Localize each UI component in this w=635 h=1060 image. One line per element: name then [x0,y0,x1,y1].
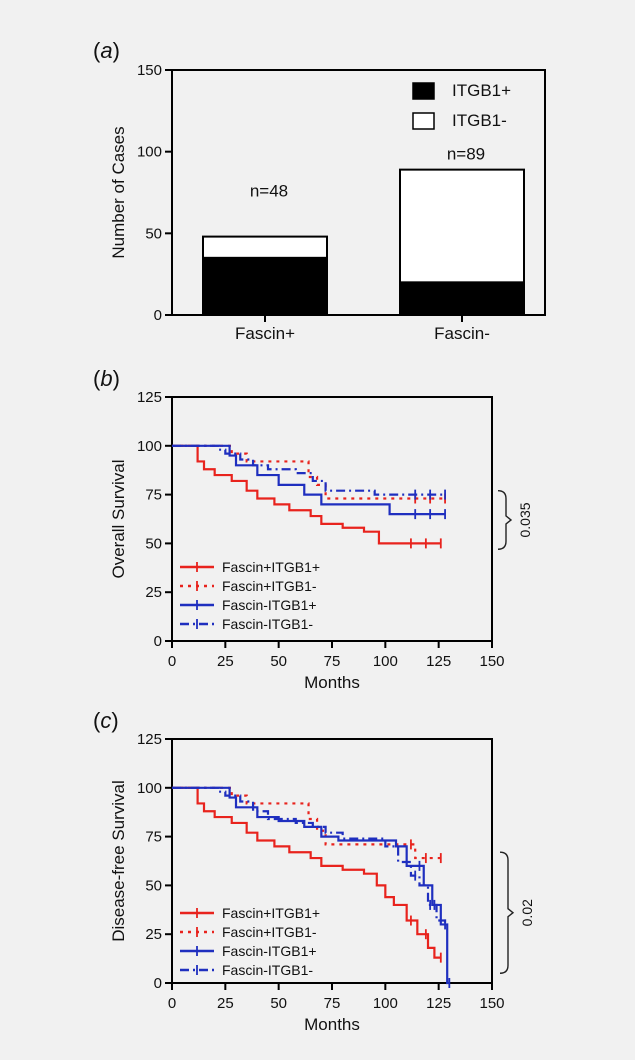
y-tick-label: 50 [145,535,162,552]
x-tick-label: 50 [270,995,287,1012]
y-tick-label: 0 [154,307,162,324]
y-tick-label: 150 [137,62,162,79]
survival-curve-fascin-itgb1- [172,786,447,925]
x-tick-label: 150 [479,995,504,1012]
x-tick-label: 75 [324,653,341,670]
panel-label-open: ( [93,708,101,733]
panel-label-close: ) [113,366,120,391]
bar-itgb1--0 [202,235,328,259]
pvalue-bracket [499,851,515,974]
x-tick-label: 75 [324,995,341,1012]
y-axis-label: Number of Cases [109,126,128,258]
x-tick-label: Fascin- [434,324,490,343]
survival-curve-fascin-itgb1- [172,444,441,545]
plot-frame [171,396,493,642]
panel-label: (c) [93,708,119,733]
legend-label: Fascin+ITGB1+ [222,559,320,575]
x-tick-label: 125 [426,653,451,670]
panel-a-chart: (a) 0 50 100 150 Number of Cases Fascin+ n=48 Fa… [93,38,546,343]
x-tick-label: Fascin+ [235,324,295,343]
panel-label-letter: a [100,38,112,63]
x-tick-label: 25 [217,995,234,1012]
x-axis-label: Months [304,673,360,692]
y-tick-label: 75 [145,829,162,846]
plot-frame [171,69,546,316]
survival-curve-fascin-itgb1- [172,444,446,496]
y-tick-label: 125 [137,731,162,748]
survival-curve-fascin-itgb1- [172,444,446,516]
y-tick-label: 75 [145,487,162,504]
x-tick-label: 125 [426,995,451,1012]
x-tick-label: 150 [479,653,504,670]
y-tick-label: 0 [154,975,162,992]
legend-label: Fascin-ITGB1- [222,616,313,632]
y-tick-label: 0 [154,633,162,650]
bar-itgb1--1 [399,281,525,317]
panel-label-open: ( [93,38,101,63]
plot-frame [171,738,493,984]
y-tick-label: 50 [145,225,162,242]
survival-curve-fascin-itgb1- [172,444,446,500]
legend-label: ITGB1- [452,111,507,130]
panel-label-open: ( [93,366,101,391]
y-axis-label: Overall Survival [109,459,128,578]
y-tick-label: 100 [137,144,162,161]
panel-label-letter: b [100,366,112,391]
y-tick-label: 25 [145,584,162,601]
legend-label: Fascin+ITGB1- [222,578,317,594]
pvalue-label: 0.035 [517,502,533,537]
panel-label-close: ) [113,38,120,63]
bar-total-annotation: n=89 [447,145,485,164]
panel-label: (b) [93,366,120,391]
panel-label: (a) [93,38,120,63]
panel-c-chart: (c) 0 25 50 75 100 125 0 25 50 75 100 125 150 Months Di… [93,708,535,1034]
legend-label: Fascin+ITGB1- [222,924,317,940]
legend-label: Fascin-ITGB1+ [222,943,317,959]
y-tick-label: 125 [137,389,162,406]
legend-label: Fascin-ITGB1- [222,962,313,978]
x-tick-label: 25 [217,653,234,670]
x-tick-label: 50 [270,653,287,670]
legend-swatch [412,82,435,100]
survival-curve-fascin-itgb1- [172,786,441,860]
panel-label-letter: c [100,708,111,733]
y-axis-label: Disease-free Survival [109,780,128,942]
panel-label-close: ) [111,708,118,733]
legend-label: ITGB1+ [452,81,511,100]
pvalue-bracket [497,489,513,550]
x-tick-label: 100 [373,653,398,670]
survival-curve-fascin-itgb1- [172,786,441,959]
bar-total-annotation: n=48 [250,182,288,201]
y-tick-label: 100 [137,780,162,797]
y-tick-label: 50 [145,877,162,894]
legend-label: Fascin+ITGB1+ [222,905,320,921]
x-axis-label: Months [304,1015,360,1034]
y-tick-label: 100 [137,438,162,455]
legend-label: Fascin-ITGB1+ [222,597,317,613]
panel-b-chart: (b) 0 25 50 75 100 125 0 25 50 75 100 125 150 Months Ov… [93,366,533,692]
bar-itgb1--1 [399,168,525,284]
x-tick-label: 100 [373,995,398,1012]
x-tick-label: 0 [168,995,176,1012]
pvalue-label: 0.02 [519,899,535,926]
x-tick-label: 0 [168,653,176,670]
y-tick-label: 25 [145,926,162,943]
bar-itgb1--0 [202,256,328,317]
legend-swatch [412,112,435,130]
